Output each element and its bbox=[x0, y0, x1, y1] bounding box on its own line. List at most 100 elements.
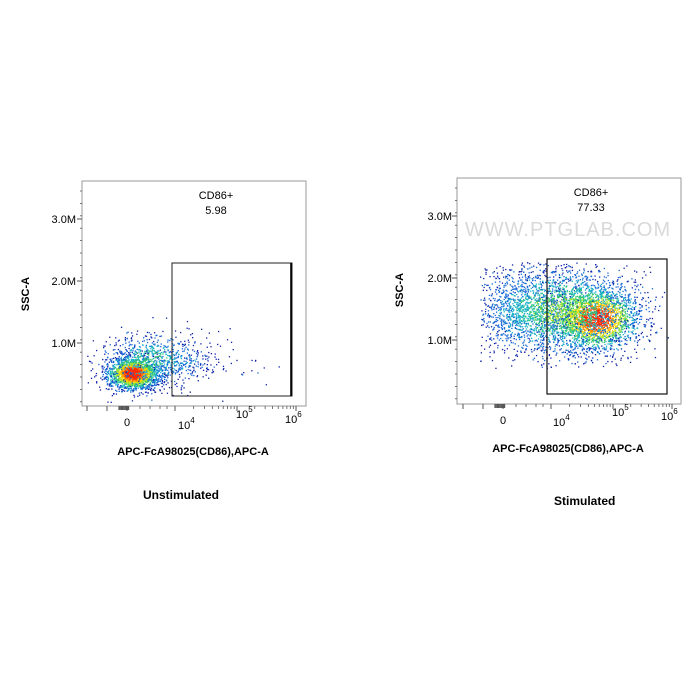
event-dot bbox=[146, 370, 148, 372]
gate-cd86-positive[interactable] bbox=[171, 262, 293, 397]
event-dot bbox=[135, 358, 137, 360]
event-dot bbox=[637, 284, 639, 286]
event-dot bbox=[114, 344, 116, 347]
event-dot bbox=[145, 363, 147, 365]
event-dot bbox=[121, 362, 123, 364]
event-dot bbox=[115, 393, 118, 395]
event-dot bbox=[588, 350, 590, 352]
event-dot bbox=[617, 315, 619, 317]
event-dot bbox=[147, 386, 149, 388]
event-dot bbox=[598, 299, 601, 301]
event-dot bbox=[589, 331, 592, 333]
event-dot bbox=[119, 379, 121, 381]
event-dot bbox=[580, 344, 582, 346]
event-dot bbox=[133, 385, 136, 388]
event-dot bbox=[623, 298, 625, 300]
event-dot bbox=[619, 317, 621, 319]
event-dot bbox=[87, 355, 89, 357]
event-dot bbox=[620, 316, 623, 319]
event-dot bbox=[106, 371, 109, 373]
event-dot bbox=[117, 360, 119, 363]
event-dot bbox=[619, 323, 621, 325]
event-dot bbox=[598, 342, 600, 344]
event-dot bbox=[102, 368, 104, 370]
event-dot bbox=[123, 358, 125, 361]
event-dot bbox=[127, 354, 129, 356]
event-dot bbox=[568, 304, 570, 306]
event-dot bbox=[606, 320, 608, 322]
event-dot bbox=[170, 371, 173, 373]
event-dot bbox=[158, 375, 160, 377]
event-dot bbox=[591, 304, 593, 306]
event-dot bbox=[135, 371, 137, 374]
event-dot bbox=[637, 340, 639, 342]
event-dot bbox=[139, 356, 141, 358]
event-dot bbox=[589, 291, 592, 293]
event-dot bbox=[112, 360, 115, 363]
event-dot bbox=[581, 324, 583, 326]
event-dot bbox=[127, 356, 129, 358]
event-dot bbox=[154, 364, 157, 366]
event-dot bbox=[591, 289, 593, 291]
event-dot bbox=[178, 342, 180, 345]
event-dot bbox=[606, 306, 608, 308]
event-dot bbox=[153, 349, 155, 352]
event-dot bbox=[578, 356, 580, 358]
event-dot bbox=[150, 379, 153, 381]
event-dot bbox=[656, 332, 658, 334]
event-dot bbox=[120, 363, 122, 365]
event-dot bbox=[141, 350, 143, 352]
event-dot bbox=[590, 320, 592, 322]
event-dot bbox=[604, 311, 606, 313]
event-dot bbox=[138, 376, 141, 378]
event-dot bbox=[608, 339, 610, 341]
event-dot bbox=[122, 379, 124, 381]
event-dot bbox=[191, 374, 193, 376]
event-dot bbox=[161, 392, 163, 394]
event-dot bbox=[148, 385, 150, 387]
event-dot bbox=[155, 365, 157, 367]
event-dot bbox=[592, 319, 594, 321]
event-dot bbox=[144, 382, 146, 385]
event-dot bbox=[138, 356, 140, 359]
event-dot bbox=[141, 379, 143, 381]
event-dot bbox=[614, 305, 617, 307]
event-dot bbox=[618, 328, 620, 330]
event-dot bbox=[164, 378, 166, 380]
event-dot bbox=[150, 369, 152, 372]
event-dot bbox=[567, 308, 569, 310]
event-dot bbox=[617, 324, 619, 326]
event-dot bbox=[130, 376, 132, 379]
event-dot bbox=[110, 380, 112, 382]
event-dot bbox=[124, 373, 126, 375]
event-dot bbox=[158, 353, 160, 355]
event-dot bbox=[218, 330, 220, 333]
event-dot bbox=[136, 385, 138, 388]
event-dot bbox=[144, 357, 147, 359]
event-dot bbox=[158, 374, 160, 376]
event-dot bbox=[119, 371, 121, 373]
event-dot bbox=[161, 357, 163, 359]
event-dot bbox=[597, 351, 599, 353]
event-dot bbox=[601, 307, 603, 309]
event-dot bbox=[154, 357, 156, 359]
event-dot bbox=[144, 366, 147, 368]
event-dot bbox=[181, 385, 183, 387]
event-dot bbox=[117, 353, 119, 355]
event-dot bbox=[556, 299, 558, 301]
event-dot bbox=[602, 282, 604, 284]
event-dot bbox=[121, 391, 124, 393]
event-dot bbox=[134, 365, 136, 367]
event-dot bbox=[188, 378, 190, 380]
event-dot bbox=[124, 356, 126, 359]
event-dot bbox=[141, 377, 143, 379]
event-dot bbox=[142, 386, 144, 388]
event-dot bbox=[614, 308, 616, 310]
event-dot bbox=[585, 323, 587, 325]
event-dot bbox=[643, 324, 645, 326]
event-dot bbox=[109, 373, 111, 375]
event-dot bbox=[619, 295, 622, 298]
event-dot bbox=[130, 377, 132, 379]
event-dot bbox=[117, 382, 119, 384]
